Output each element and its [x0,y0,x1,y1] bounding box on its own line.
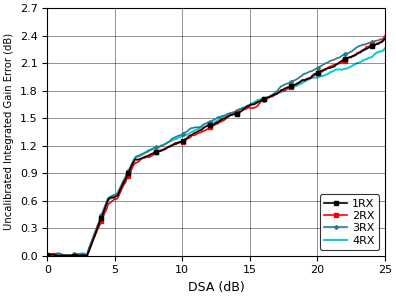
4RX [208,122,213,126]
1RX [375,42,380,46]
3RX [228,111,232,115]
2RX [322,69,326,72]
3RX [322,62,326,66]
3RX [45,254,50,257]
4RX [322,74,327,77]
Line: 3RX: 3RX [46,37,386,257]
4RX [45,254,50,257]
1RX [228,114,233,117]
Legend: 1RX, 2RX, 3RX, 4RX: 1RX, 2RX, 3RX, 4RX [320,194,379,250]
1RX [206,123,211,127]
Line: 4RX: 4RX [47,49,385,255]
1RX [383,38,387,41]
4RX [206,123,211,127]
Line: 1RX: 1RX [46,38,386,257]
X-axis label: DSA (dB): DSA (dB) [188,281,244,294]
3RX [207,120,212,124]
4RX [375,50,380,54]
3RX [205,121,210,124]
2RX [205,127,210,131]
4RX [67,254,71,257]
1RX [55,254,60,257]
4RX [246,103,251,107]
3RX [246,105,251,108]
2RX [383,34,387,38]
2RX [207,125,212,129]
3RX [374,39,379,42]
2RX [228,114,232,118]
1RX [246,104,251,108]
Line: 2RX: 2RX [46,34,386,257]
1RX [322,68,327,71]
3RX [383,36,387,40]
2RX [246,106,251,109]
2RX [374,42,379,45]
Y-axis label: Uncalibrated Integrated Gain Error (dB): Uncalibrated Integrated Gain Error (dB) [4,33,14,230]
1RX [208,123,213,127]
4RX [383,47,387,50]
2RX [45,254,50,257]
1RX [45,254,50,257]
4RX [228,111,233,115]
